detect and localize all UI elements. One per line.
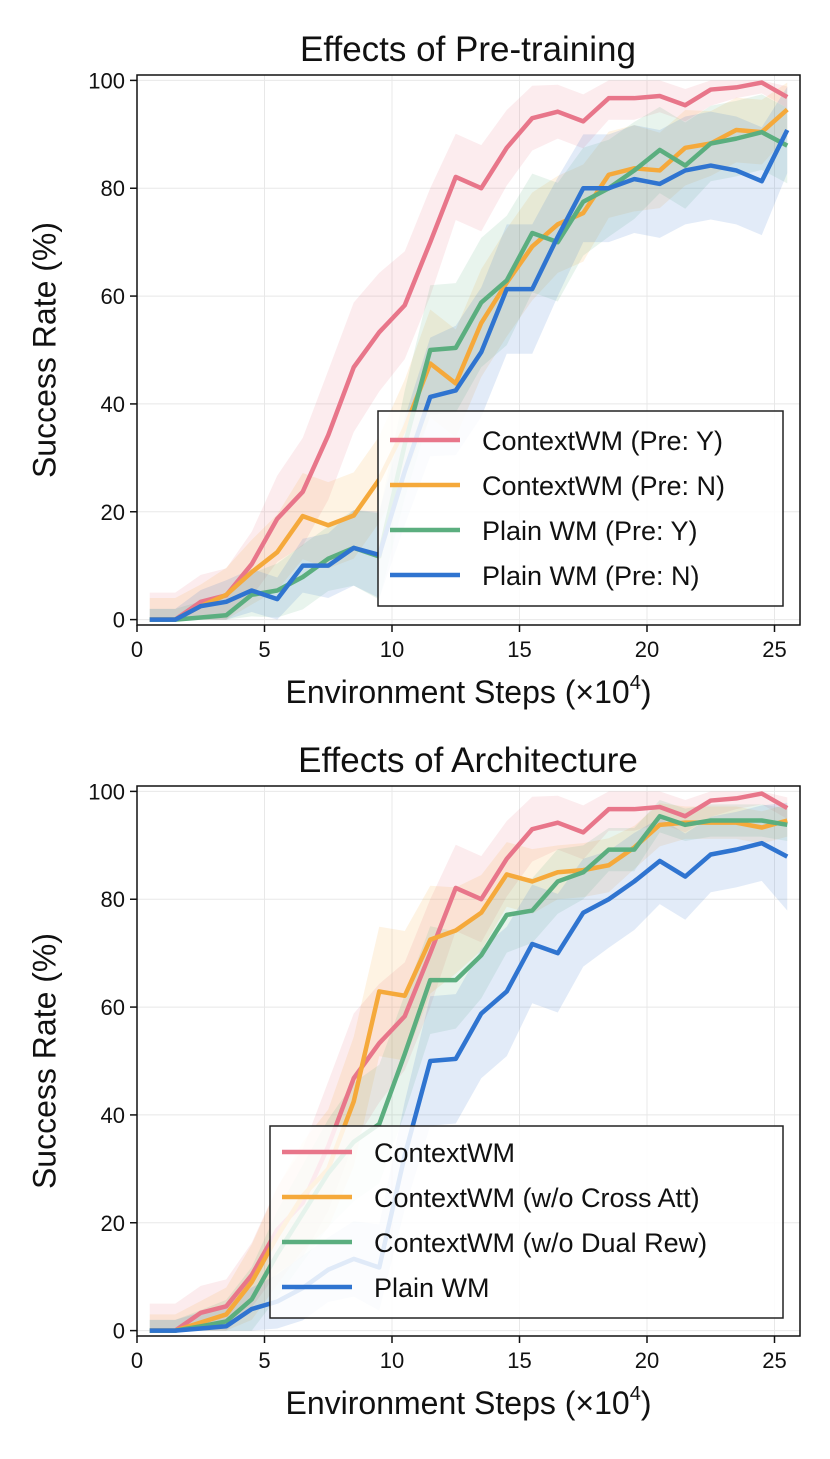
x-axis-label-main: Environment Steps (×10 [286, 674, 630, 710]
y-tick-label: 40 [101, 1103, 125, 1128]
series-line-contextwm-w-o-dual-rew- [149, 813, 788, 1333]
grid [136, 75, 800, 625]
chart-architecture: Effects of Architecture 0 5 10 15 20 25 0 20 40 6… [26, 741, 801, 1421]
axis-ticks: 0 5 10 15 20 25 0 20 40 60 80 100 [88, 779, 786, 1373]
legend-label: Plain WM (Pre: Y) [482, 516, 698, 546]
y-tick-label: 0 [113, 608, 125, 633]
series-line-contextwm [149, 791, 789, 1333]
y-tick-label: 60 [101, 995, 125, 1020]
x-axis-label-exponent: 4 [630, 672, 641, 694]
x-tick-label: 20 [635, 637, 659, 662]
y-axis-label: Success Rate (%) [26, 222, 62, 478]
plot-frame [136, 74, 801, 626]
y-tick-label: 0 [113, 1319, 125, 1344]
plot-frame [136, 785, 801, 1337]
band-plain-wm [149, 802, 788, 1331]
series-line-contextwm-pre-n- [149, 107, 789, 622]
legend-label: Plain WM [374, 1273, 490, 1303]
x-tick-label: 15 [507, 637, 531, 662]
x-tick-label: 5 [258, 637, 270, 662]
legend-label: ContextWM (Pre: Y) [482, 426, 723, 456]
chart-pretraining: Effects of Pre-training 0 5 10 15 20 25 0 20 40 6… [26, 30, 801, 710]
series-line-plain-wm [149, 840, 789, 1333]
x-tick-label: 10 [380, 1348, 404, 1373]
legend-label: ContextWM [374, 1138, 515, 1168]
legend-label: ContextWM (w/o Dual Rew) [374, 1228, 707, 1258]
y-tick-label: 20 [101, 500, 125, 525]
series-line-plain-wm-pre-n- [149, 128, 790, 622]
chart-title: Effects of Architecture [298, 741, 638, 780]
y-tick-label: 40 [101, 392, 125, 417]
series-line-contextwm-pre-y- [149, 80, 789, 622]
x-axis-label: Environment Steps (×104) [286, 672, 652, 710]
y-tick-label: 100 [88, 68, 125, 93]
x-axis-label-main: Environment Steps (×10 [286, 1385, 630, 1421]
y-tick-label: 80 [101, 887, 125, 912]
legend: ContextWM ContextWM (w/o Cross Att) Contex… [269, 1125, 784, 1319]
band-contextwm-pre-y- [149, 80, 788, 620]
x-axis-label: Environment Steps (×104) [286, 1383, 652, 1421]
x-tick-label: 5 [258, 1348, 270, 1373]
y-tick-label: 60 [101, 284, 125, 309]
legend-label: ContextWM (Pre: N) [482, 471, 725, 501]
legend-label: Plain WM (Pre: N) [482, 561, 700, 591]
y-tick-label: 100 [88, 779, 125, 804]
x-tick-label: 0 [131, 637, 143, 662]
x-axis-label-suffix: ) [641, 674, 652, 710]
series-lines [149, 791, 789, 1333]
legend-box [269, 1125, 784, 1319]
x-axis-label-exponent: 4 [630, 1383, 641, 1405]
x-tick-label: 20 [635, 1348, 659, 1373]
x-tick-label: 10 [380, 637, 404, 662]
y-axis-label: Success Rate (%) [26, 933, 62, 1189]
x-tick-label: 25 [762, 637, 786, 662]
chart-title: Effects of Pre-training [300, 30, 636, 69]
x-tick-label: 15 [507, 1348, 531, 1373]
y-tick-label: 80 [101, 176, 125, 201]
x-axis-label-suffix: ) [641, 1385, 652, 1421]
legend: ContextWM (Pre: Y) ContextWM (Pre: N) Plai… [377, 410, 784, 607]
axis-ticks: 0 5 10 15 20 25 0 20 40 60 80 100 [88, 68, 786, 662]
legend-label: ContextWM (w/o Cross Att) [374, 1183, 700, 1213]
x-tick-label: 0 [131, 1348, 143, 1373]
x-tick-label: 25 [762, 1348, 786, 1373]
series-lines [149, 80, 790, 622]
y-tick-label: 20 [101, 1211, 125, 1236]
